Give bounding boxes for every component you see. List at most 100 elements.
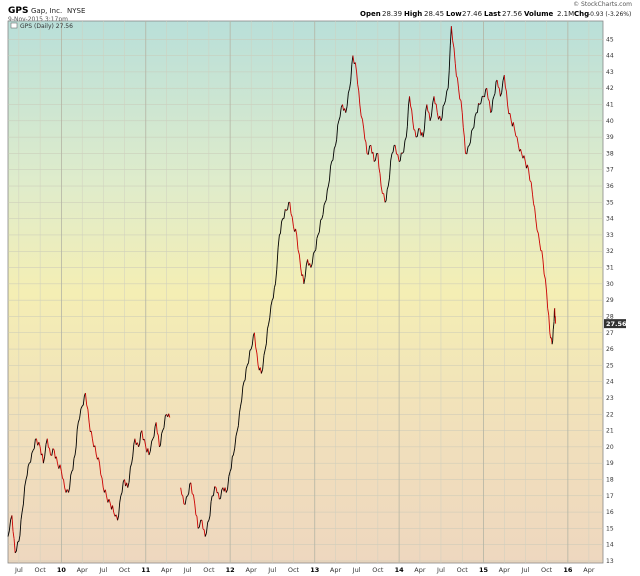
price-segment [447, 70, 450, 89]
x-tick-label: Jul [183, 566, 192, 574]
price-segment [151, 438, 154, 442]
y-tick-label: 18 [606, 476, 614, 483]
price-segment [272, 287, 275, 299]
price-segment [63, 479, 66, 488]
price-segment [86, 404, 89, 410]
price-segment [237, 412, 240, 426]
price-segment [470, 131, 472, 142]
watermark: © StockCharts.com [573, 1, 632, 8]
low-label: Low [446, 10, 462, 18]
y-tick-label: 26 [606, 346, 614, 353]
price-segment [141, 430, 144, 440]
price-segment [264, 343, 267, 350]
x-tick-label: Apr [77, 566, 89, 574]
price-segment [450, 26, 454, 41]
price-segment [69, 475, 72, 488]
price-segment [418, 127, 421, 130]
price-segment [240, 399, 243, 407]
price-segment [30, 452, 33, 463]
price-segment [72, 458, 75, 470]
price-segment [52, 448, 55, 451]
price-segment [33, 439, 36, 449]
price-segment [411, 109, 414, 121]
price-segment [544, 278, 548, 293]
price-segment [428, 112, 431, 121]
price-segment [358, 90, 361, 105]
price-segment [74, 446, 77, 456]
price-segment [255, 346, 258, 354]
price-segment [347, 88, 351, 94]
y-tick-label: 15 [606, 525, 614, 532]
gridlines [8, 21, 603, 563]
last-price-tag: 27.56 [604, 319, 627, 329]
price-segment [194, 503, 197, 515]
price-segment [39, 446, 42, 456]
price-segment [160, 433, 163, 446]
price-segment [363, 128, 366, 140]
price-segment [204, 533, 207, 537]
price-segment [182, 495, 185, 504]
price-segment [515, 135, 518, 138]
price-segment [281, 218, 284, 223]
price-segment [232, 448, 236, 456]
price-segment [427, 111, 430, 113]
price-segment [106, 495, 109, 503]
price-segment [486, 88, 489, 99]
price-segment [44, 444, 47, 457]
price-segment [419, 128, 422, 136]
price-segment [268, 317, 271, 325]
last-value: 27.56 [502, 10, 523, 18]
price-segment [20, 512, 23, 520]
price-segment [457, 77, 459, 89]
y-tick-label: 21 [606, 428, 614, 435]
price-segment [225, 489, 228, 493]
price-segment [266, 324, 269, 329]
price-segment [443, 100, 446, 105]
price-segment [397, 154, 400, 162]
x-tick-label: Jul [436, 566, 445, 574]
price-segment [90, 431, 93, 439]
price-segment [48, 447, 50, 449]
price-segment [509, 113, 512, 121]
price-segment [197, 526, 200, 529]
price-segment [321, 214, 324, 219]
price-segment [32, 448, 35, 451]
y-tick-label: 41 [606, 102, 614, 109]
price-segment [398, 160, 401, 162]
price-segment [446, 88, 449, 92]
price-segment [479, 102, 482, 105]
price-segment [149, 441, 153, 452]
price-segment [290, 213, 293, 218]
price-segment [14, 550, 17, 554]
price-segment [46, 438, 49, 448]
price-segment [490, 110, 493, 113]
price-segment [298, 254, 302, 268]
x-tick-label: Oct [203, 566, 215, 574]
price-segment [467, 144, 470, 147]
price-segment [423, 111, 427, 129]
price-segment [161, 430, 164, 435]
price-segment [364, 139, 367, 143]
price-segment [403, 140, 406, 152]
price-segment [492, 96, 495, 100]
price-segment [198, 520, 202, 528]
price-segment [461, 112, 464, 128]
price-segment [187, 493, 190, 496]
price-segment [378, 167, 381, 174]
price-segment [548, 315, 551, 333]
price-segment [414, 130, 417, 138]
price-segment [394, 145, 397, 155]
price-segment [338, 116, 341, 121]
price-segment [527, 164, 530, 170]
price-segment [422, 128, 425, 138]
y-tick-label: 31 [606, 265, 614, 272]
price-segment [101, 477, 104, 488]
price-segment [466, 146, 469, 155]
price-segment [345, 106, 348, 113]
price-segment [113, 511, 116, 517]
x-tick-label: Apr [246, 566, 258, 574]
x-tick-label: Jul [14, 566, 23, 574]
price-segment [19, 519, 22, 536]
price-segment [390, 153, 393, 161]
